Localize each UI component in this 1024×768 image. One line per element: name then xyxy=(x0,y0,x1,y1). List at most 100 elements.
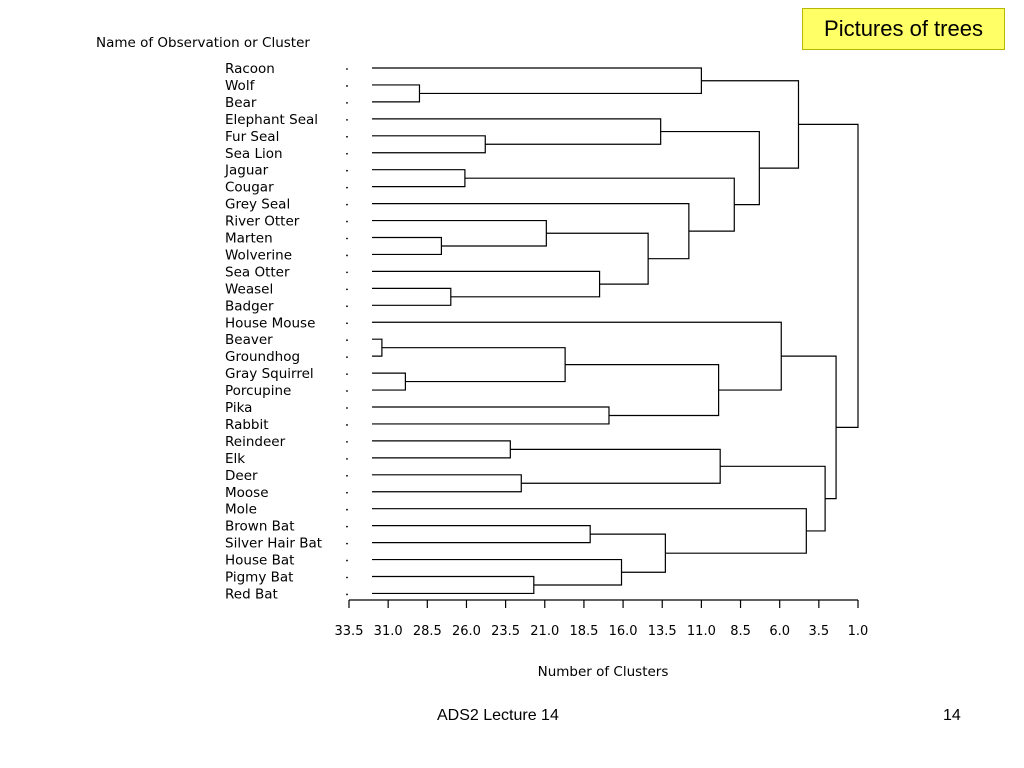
merge-link xyxy=(720,465,826,532)
merge-link xyxy=(701,80,800,169)
merge-link xyxy=(372,558,623,586)
merge-link xyxy=(565,364,720,417)
leaf-label: Sea Otter xyxy=(225,264,290,280)
leaf-label: Marten xyxy=(225,231,273,247)
leaf-label: Porcupine xyxy=(225,383,291,399)
leaf-label: Groundhog xyxy=(225,349,300,365)
leaf-marker-dot xyxy=(346,559,348,562)
leaf-marker-dot xyxy=(346,525,348,528)
x-tick-label: 6.0 xyxy=(769,624,790,639)
x-tick-label: 16.0 xyxy=(609,624,638,639)
merge-link xyxy=(372,84,421,103)
leaf-marker-dot xyxy=(346,441,348,443)
merge-link xyxy=(372,406,610,425)
leaf-marker-dot xyxy=(346,220,348,223)
merge-link xyxy=(372,440,511,459)
x-tick-label: 11.0 xyxy=(687,624,716,639)
dendrogram-chart: Name of Observation or Cluster RacoonWol… xyxy=(96,35,869,680)
leaf-label: Moose xyxy=(225,485,269,501)
leaf-label: Cougar xyxy=(225,180,274,196)
merge-link xyxy=(372,219,547,247)
merge-link xyxy=(372,169,466,188)
x-tick-label: 18.5 xyxy=(569,624,598,639)
x-tick-label: 31.0 xyxy=(374,624,403,639)
x-tick-label: 8.5 xyxy=(730,624,751,639)
x-axis-title: Number of Clusters xyxy=(538,664,669,680)
merge-link xyxy=(372,287,452,306)
tree-links xyxy=(372,67,859,595)
leaf-marker-dot xyxy=(346,118,348,121)
leaf-label: River Otter xyxy=(225,214,300,230)
leaf-marker-dot xyxy=(346,593,348,596)
leaf-marker-dot xyxy=(346,356,348,359)
merge-link xyxy=(372,270,601,298)
x-tick-label: 21.0 xyxy=(530,624,559,639)
leaf-label: House Bat xyxy=(225,553,294,569)
leaf-label: Gray Squirrel xyxy=(225,366,314,382)
leaf-dots xyxy=(346,68,348,596)
leaf-label: Reindeer xyxy=(225,434,286,450)
leaf-label: Elephant Seal xyxy=(225,112,318,128)
leaf-label: Pika xyxy=(225,400,252,416)
leaf-marker-dot xyxy=(346,237,348,240)
merge-link xyxy=(372,135,486,154)
merge-link xyxy=(546,232,649,285)
merge-link xyxy=(372,338,383,357)
leaf-marker-dot xyxy=(346,491,348,494)
leaf-marker-dot xyxy=(346,542,348,545)
x-tick-label: 28.5 xyxy=(413,624,442,639)
merge-link xyxy=(798,123,859,428)
leaf-label: Grey Seal xyxy=(225,197,290,213)
leaf-label: Wolverine xyxy=(225,247,292,263)
leaf-label: Mole xyxy=(225,502,257,518)
merge-link xyxy=(590,533,666,573)
leaf-marker-dot xyxy=(346,305,348,308)
x-tick-label: 3.5 xyxy=(809,624,830,639)
x-tick-label: 23.5 xyxy=(491,624,520,639)
leaf-label: Wolf xyxy=(225,78,256,94)
leaf-marker-dot xyxy=(346,169,348,172)
leaf-marker-dot xyxy=(346,424,348,426)
leaf-marker-dot xyxy=(346,186,348,189)
leaf-marker-dot xyxy=(346,135,348,138)
merge-link xyxy=(510,448,721,484)
leaf-marker-dot xyxy=(346,85,348,87)
footer-lecture-label: ADS2 Lecture 14 xyxy=(437,707,559,724)
leaf-label: Brown Bat xyxy=(225,519,295,535)
leaf-marker-dot xyxy=(346,203,348,206)
x-tick-label: 26.0 xyxy=(452,624,481,639)
leaf-label: Badger xyxy=(225,298,274,314)
leaf-marker-dot xyxy=(346,508,348,511)
x-tick-label: 33.5 xyxy=(335,624,364,639)
leaf-marker-dot xyxy=(346,373,348,375)
page-number: 14 xyxy=(943,707,961,724)
leaf-label: Pigmy Bat xyxy=(225,570,293,586)
slide-title: Pictures of trees xyxy=(802,8,1005,50)
x-tick-label: 13.5 xyxy=(648,624,677,639)
merge-link xyxy=(372,474,522,493)
merge-link xyxy=(372,321,782,391)
merge-link xyxy=(381,347,566,383)
merge-link xyxy=(781,355,837,500)
leaf-label: Sea Lion xyxy=(225,146,283,162)
x-tick-label: 1.0 xyxy=(848,624,869,639)
leaf-marker-dot xyxy=(346,288,348,291)
leaf-marker-dot xyxy=(346,576,348,579)
leaf-marker-dot xyxy=(346,254,348,257)
leaf-marker-dot xyxy=(346,390,348,392)
leaf-label: Racoon xyxy=(225,61,275,77)
leaf-label: Rabbit xyxy=(225,417,269,433)
leaf-marker-dot xyxy=(346,322,348,325)
leaf-label: Weasel xyxy=(225,281,273,297)
leaf-label: Elk xyxy=(225,451,245,467)
merge-link xyxy=(372,575,535,595)
leaf-label: Bear xyxy=(225,95,257,111)
leaf-label: Fur Seal xyxy=(225,129,279,145)
leaf-label: House Mouse xyxy=(225,315,315,331)
leaf-label: Deer xyxy=(225,468,258,484)
merge-link xyxy=(660,130,760,206)
leaf-marker-dot xyxy=(346,474,348,477)
leaf-marker-dot xyxy=(346,152,348,155)
leaf-marker-dot xyxy=(346,407,348,409)
